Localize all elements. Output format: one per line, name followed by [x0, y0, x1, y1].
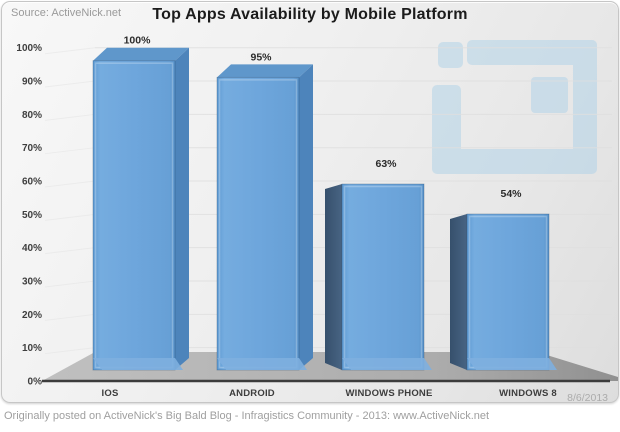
bar-bottom-bevel	[467, 358, 557, 370]
bar-front-face	[216, 76, 300, 371]
gridline-wall	[44, 280, 96, 288]
bar: 100%	[92, 35, 189, 371]
source-label: Source: ActiveNick.net	[11, 7, 122, 19]
date-label: 8/6/2013	[567, 392, 608, 404]
bar-left-face	[450, 214, 467, 370]
x-axis-category-label: ANDROID	[229, 388, 275, 399]
bar-bottom-bevel	[342, 358, 432, 370]
bar: 54%	[450, 188, 557, 371]
y-axis-tick-label: 10%	[22, 343, 42, 354]
gridline-wall	[44, 247, 96, 255]
bar-front-face	[466, 213, 550, 371]
bar: 95%	[216, 51, 313, 371]
bars-group: 100% 95% 63% 54%	[92, 35, 557, 371]
y-axis-tick-label: 20%	[22, 310, 42, 321]
y-axis-tick-label: 30%	[22, 277, 42, 288]
gridline-wall	[44, 113, 96, 121]
gridline-wall	[44, 213, 96, 221]
y-axis-tick-label: 40%	[22, 243, 42, 254]
gridline-wall	[44, 147, 96, 155]
bar-value-label: 100%	[124, 35, 152, 47]
axis-labels-group: 0% 10% 20% 30% 40% 50% 60% 70% 80% 90% 100% IOS ANDR…	[16, 43, 556, 399]
y-axis-tick-label: 80%	[22, 110, 42, 121]
gridline-wall	[44, 347, 96, 355]
bar: 63%	[325, 158, 432, 371]
footer-note: Originally posted on ActiveNick's Big Ba…	[4, 410, 490, 422]
bar-bottom-bevel	[93, 358, 183, 370]
bar-right-face	[299, 64, 313, 371]
x-axis-category-label: WINDOWS PHONE	[345, 388, 432, 399]
bar-left-face	[325, 184, 342, 370]
gridline-wall	[44, 313, 96, 321]
bar-top-face	[217, 64, 313, 78]
y-axis-tick-label: 0%	[28, 377, 43, 388]
bar-front-face	[341, 183, 425, 371]
bar-bottom-bevel	[217, 358, 307, 370]
bar-front-face	[92, 60, 176, 371]
y-axis-tick-label: 90%	[22, 77, 42, 88]
y-axis-tick-label: 100%	[16, 43, 42, 54]
y-axis-tick-label: 60%	[22, 177, 42, 188]
bar-right-face	[175, 47, 189, 370]
gridline-wall	[44, 180, 96, 188]
y-axis-tick-label: 70%	[22, 143, 42, 154]
x-axis-category-label: IOS	[102, 388, 119, 399]
gridline-wall	[44, 47, 96, 55]
chart-title: Top Apps Availability by Mobile Platform	[152, 6, 468, 23]
x-axis-category-label: WINDOWS 8	[499, 388, 557, 399]
bar-value-label: 54%	[500, 188, 522, 200]
bar-value-label: 95%	[250, 51, 272, 63]
infragistics-logo-icon	[432, 40, 597, 174]
bar-value-label: 63%	[375, 158, 397, 170]
gridline-wall	[44, 80, 96, 88]
y-axis-tick-label: 50%	[22, 210, 42, 221]
bar-top-face	[93, 47, 189, 61]
